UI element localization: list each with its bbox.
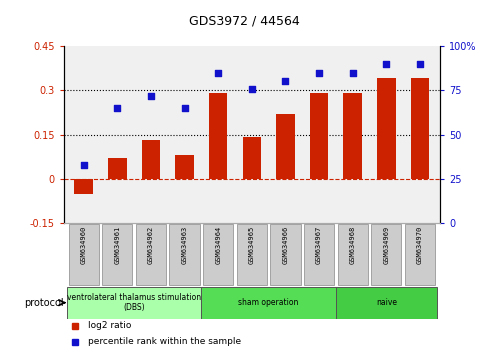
Bar <box>175 155 193 179</box>
Text: sham operation: sham operation <box>238 298 298 307</box>
Bar <box>68 224 99 285</box>
Bar <box>236 224 266 285</box>
Bar <box>169 224 199 285</box>
Bar <box>136 224 166 285</box>
Point <box>247 86 255 91</box>
Text: GSM634967: GSM634967 <box>315 225 322 264</box>
Bar <box>376 79 395 179</box>
Point <box>315 70 323 75</box>
Text: GSM634969: GSM634969 <box>383 225 388 264</box>
Text: GSM634966: GSM634966 <box>282 225 288 264</box>
Point <box>147 93 155 98</box>
Bar <box>410 79 428 179</box>
Bar <box>142 141 160 179</box>
Bar <box>108 158 126 179</box>
Point <box>348 70 356 75</box>
Bar <box>67 287 201 319</box>
Text: protocol: protocol <box>24 298 63 308</box>
Bar <box>208 93 227 179</box>
Bar <box>337 224 367 285</box>
Bar <box>270 224 300 285</box>
Text: GSM634970: GSM634970 <box>416 225 422 264</box>
Bar <box>404 224 434 285</box>
Bar <box>102 224 132 285</box>
Bar <box>309 93 327 179</box>
Point <box>415 61 423 67</box>
Text: percentile rank within the sample: percentile rank within the sample <box>88 337 241 346</box>
Text: GSM634962: GSM634962 <box>148 225 154 264</box>
Text: GSM634968: GSM634968 <box>349 225 355 264</box>
Point <box>113 105 121 111</box>
Bar <box>304 224 333 285</box>
Bar <box>370 224 401 285</box>
Bar <box>335 287 436 319</box>
Bar <box>276 114 294 179</box>
Text: GSM634965: GSM634965 <box>248 225 254 264</box>
Point <box>80 162 87 167</box>
Text: GSM634960: GSM634960 <box>81 225 86 264</box>
Text: GSM634963: GSM634963 <box>181 225 187 264</box>
Bar <box>201 287 335 319</box>
Text: ventrolateral thalamus stimulation
(DBS): ventrolateral thalamus stimulation (DBS) <box>67 293 201 312</box>
Point <box>382 61 389 67</box>
Point <box>180 105 188 111</box>
Text: GSM634961: GSM634961 <box>114 225 120 264</box>
Point <box>281 79 289 84</box>
Text: GSM634964: GSM634964 <box>215 225 221 264</box>
Bar <box>203 224 233 285</box>
Bar <box>343 93 361 179</box>
Bar <box>74 179 93 194</box>
Bar <box>242 137 261 179</box>
Point <box>214 70 222 75</box>
Text: log2 ratio: log2 ratio <box>88 321 131 330</box>
Text: naive: naive <box>375 298 396 307</box>
Text: GDS3972 / 44564: GDS3972 / 44564 <box>189 14 299 27</box>
